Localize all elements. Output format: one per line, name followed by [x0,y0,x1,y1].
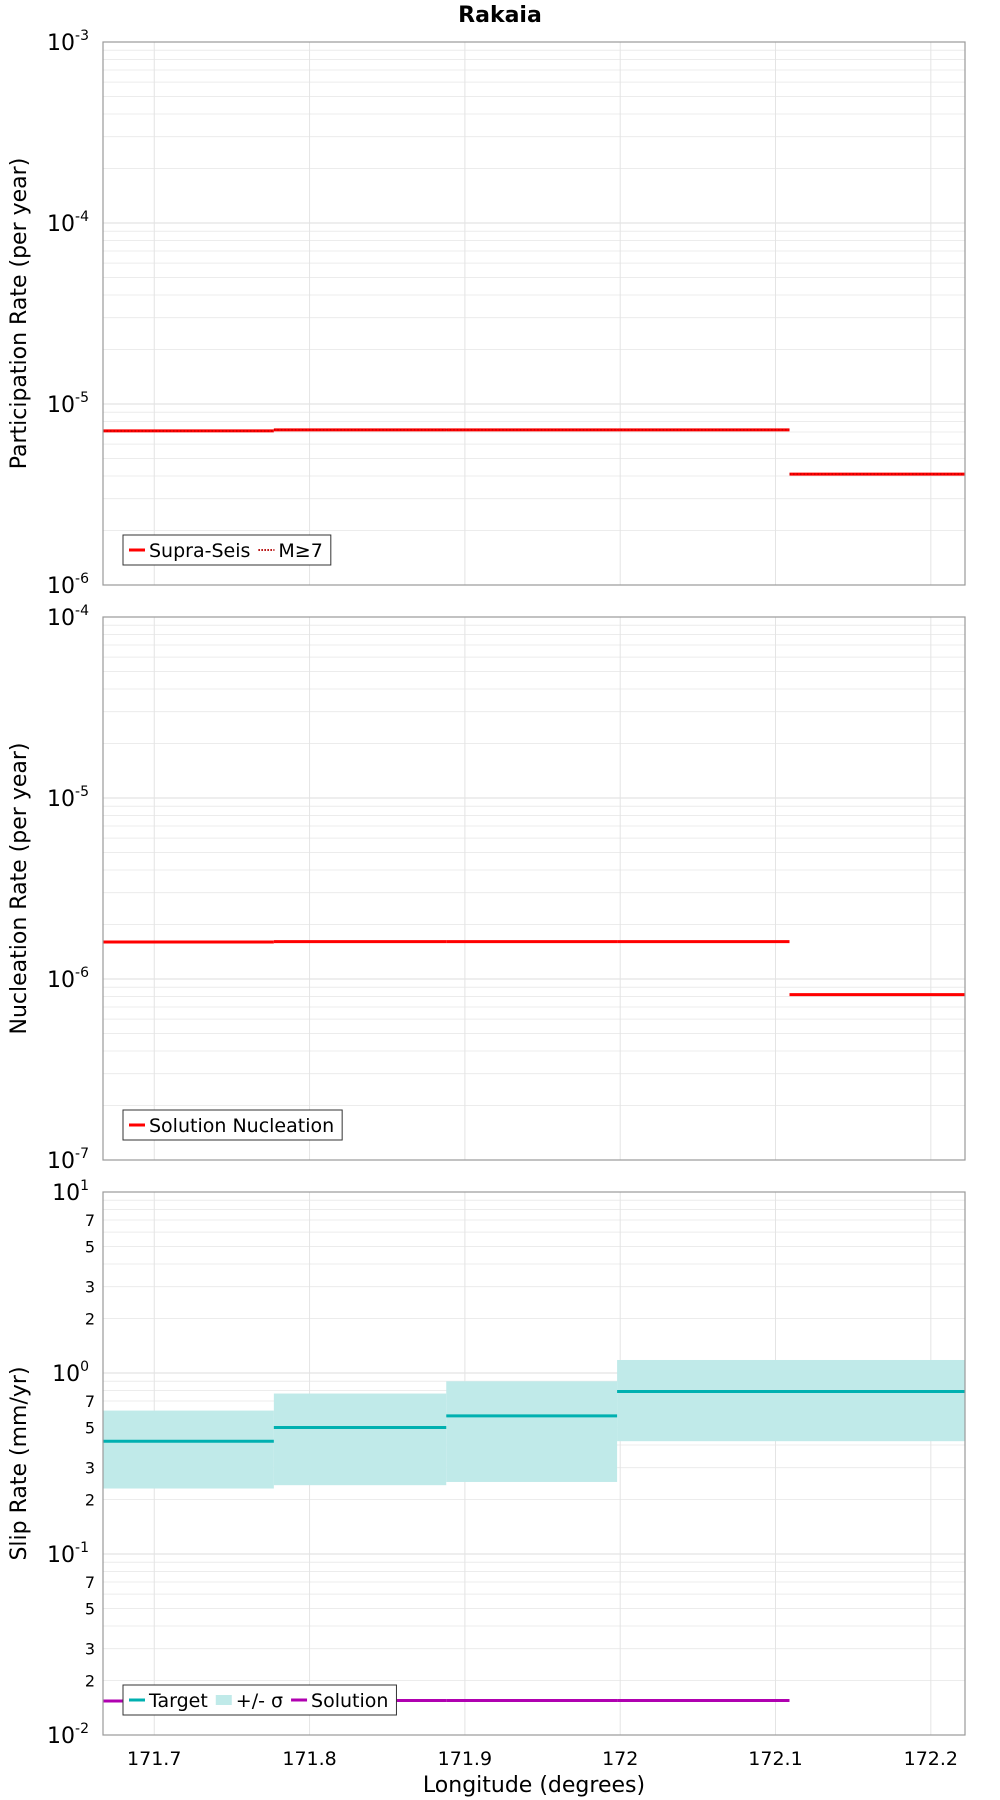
band-segment-3 [446,1381,618,1482]
y-tick-exponent: -6 [75,965,89,981]
y-tick-label: 10-3 [47,28,89,56]
legend: Target +/- σ Solution [122,1684,397,1716]
legend-label: Solution Nucleation [149,1115,334,1137]
plot-frame [102,41,966,586]
legend-label: Supra-Seis [149,540,250,562]
y-tick-exponent: -3 [75,28,89,44]
y-tick-exponent: -6 [75,571,89,587]
y-tick-exponent: -1 [75,1540,89,1556]
y-minor-tick-label: 5 [85,1237,95,1256]
legend-label: Target [148,1690,208,1712]
y-minor-tick-label: 7 [85,1573,95,1592]
legend: Solution Nucleation [122,1109,343,1141]
y-tick-exponent: 0 [80,1359,89,1375]
y-tick-base: 10 [47,212,75,237]
plot-frame [102,616,966,1161]
y-tick-base: 10 [47,574,75,599]
x-tick-label: 171.8 [282,1748,336,1770]
y-tick-base: 10 [52,1181,80,1206]
band-segment-4 [617,1359,965,1442]
y-tick-base: 10 [47,968,75,993]
y-tick-label: 10-2 [47,1721,89,1749]
y-tick-label: 101 [52,1178,89,1206]
y-tick-base: 10 [52,1362,80,1387]
y-minor-tick-label: 5 [85,1418,95,1437]
plot-frame [102,1191,966,1736]
y-minor-tick-label: 2 [85,1672,95,1691]
legend-swatch [215,1695,232,1705]
y-tick-label: 10-7 [47,1146,89,1174]
y-minor-tick-label: 3 [85,1640,95,1659]
x-axis-label: Longitude (degrees) [423,1773,645,1798]
y-tick-label: 10-6 [47,571,89,599]
y-tick-base: 10 [47,787,75,812]
y-tick-label: 10-5 [47,390,89,418]
y-tick-base: 10 [47,31,75,56]
y-minor-tick-label: 2 [85,1310,95,1329]
y-tick-base: 10 [47,1543,75,1568]
chart-title: Rakaia [458,3,542,28]
y-tick-base: 10 [47,393,75,418]
plot-area [103,617,965,1160]
y-tick-exponent: -7 [75,1146,89,1162]
legend-box [122,1109,343,1141]
y-tick-exponent: 1 [80,1178,89,1194]
y-tick-label: 10-4 [47,209,89,237]
x-tick-label: 171.9 [438,1748,492,1770]
y-tick-label: 10-1 [47,1540,89,1568]
legend-box [122,534,332,566]
y-tick-exponent: -4 [75,209,89,225]
y-tick-label: 10-6 [47,965,89,993]
band-segment-2 [273,1393,447,1486]
y-tick-base: 10 [47,606,75,631]
band-segment-1 [103,1410,274,1489]
y-tick-exponent: -5 [75,784,89,800]
y-tick-base: 10 [47,1149,75,1174]
y-tick-exponent: -2 [75,1721,89,1737]
y-minor-tick-label: 7 [85,1211,95,1230]
y-minor-tick-label: 5 [85,1599,95,1618]
y-minor-tick-label: 7 [85,1392,95,1411]
x-axis-ticks: 171.7 171.8 171.9 172 172.1 172.2 [127,1748,958,1770]
legend-label: +/- σ [236,1690,283,1712]
y-tick-label: 10-5 [47,784,89,812]
y-tick-label: 10-4 [47,603,89,631]
legend-label: M≥7 [278,540,322,562]
y-axis-label: Nucleation Rate (per year) [7,743,32,1035]
y-minor-tick-label: 3 [85,1278,95,1297]
x-tick-label: 172 [602,1748,638,1770]
plot-area [103,42,965,585]
y-tick-base: 10 [47,1724,75,1749]
y-minor-tick-label: 2 [85,1491,95,1510]
y-tick-exponent: -4 [75,603,89,619]
y-tick-exponent: -5 [75,390,89,406]
legend-box [122,1684,397,1716]
y-minor-tick-label: 3 [85,1459,95,1478]
legend: Supra-Seis M≥7 [122,534,332,566]
legend-label: Solution [311,1690,388,1712]
y-axis-label: Participation Rate (per year) [7,158,32,470]
y-tick-label: 100 [52,1359,89,1387]
y-axis-label: Slip Rate (mm/yr) [7,1366,32,1560]
x-tick-label: 172.2 [904,1748,958,1770]
x-tick-label: 172.1 [748,1748,802,1770]
x-tick-label: 171.7 [127,1748,181,1770]
